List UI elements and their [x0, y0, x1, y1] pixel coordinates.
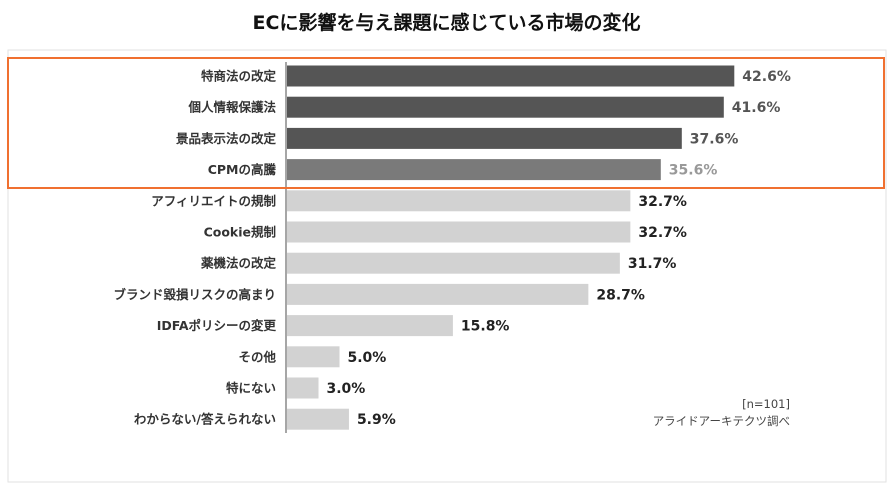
- sample-size-note: [n=101]: [742, 397, 790, 411]
- category-label: アフィリエイトの規制: [151, 193, 276, 208]
- category-label: 薬機法の改定: [200, 256, 277, 271]
- value-label: 3.0%: [327, 381, 366, 397]
- chart-title: ECに影響を与え課題に感じている市場の変化: [252, 12, 641, 34]
- bar: [287, 96, 724, 118]
- category-label: わからない/答えられない: [134, 412, 276, 427]
- bar: [287, 283, 589, 305]
- value-label: 28.7%: [596, 287, 645, 303]
- bar: [287, 377, 319, 399]
- category-label: ブランド毀損リスクの高まり: [113, 287, 276, 302]
- value-label: 5.9%: [357, 412, 396, 428]
- value-label: 42.6%: [742, 69, 791, 85]
- category-label: IDFAポリシーの変更: [157, 318, 277, 333]
- bar: [287, 221, 631, 243]
- bar: [287, 408, 349, 430]
- value-label: 35.6%: [669, 163, 718, 179]
- category-label: 個人情報保護法: [187, 100, 276, 115]
- bar: [287, 65, 735, 87]
- category-label: その他: [238, 349, 276, 364]
- category-label: 特にない: [226, 381, 276, 396]
- highlight-box: [7, 57, 885, 189]
- bar: [287, 346, 340, 368]
- category-label: Cookie規制: [204, 225, 276, 240]
- category-label: CPMの高騰: [208, 162, 277, 177]
- value-label: 32.7%: [638, 194, 687, 210]
- source-note: アライドアーキテクツ調べ: [653, 414, 790, 428]
- bar: [287, 190, 631, 212]
- value-label: 37.6%: [690, 131, 739, 147]
- bar: [287, 159, 661, 181]
- category-label: 景品表示法の改定: [176, 131, 277, 146]
- category-label: 特商法の改定: [201, 69, 277, 84]
- bar: [287, 315, 453, 337]
- value-label: 32.7%: [638, 225, 687, 241]
- bar: [287, 127, 682, 149]
- value-label: 41.6%: [732, 100, 781, 116]
- value-label: 15.8%: [461, 319, 510, 335]
- value-label: 5.0%: [348, 350, 387, 366]
- bar: [287, 252, 620, 274]
- chart-frame: [7, 49, 887, 483]
- value-label: 31.7%: [628, 256, 677, 272]
